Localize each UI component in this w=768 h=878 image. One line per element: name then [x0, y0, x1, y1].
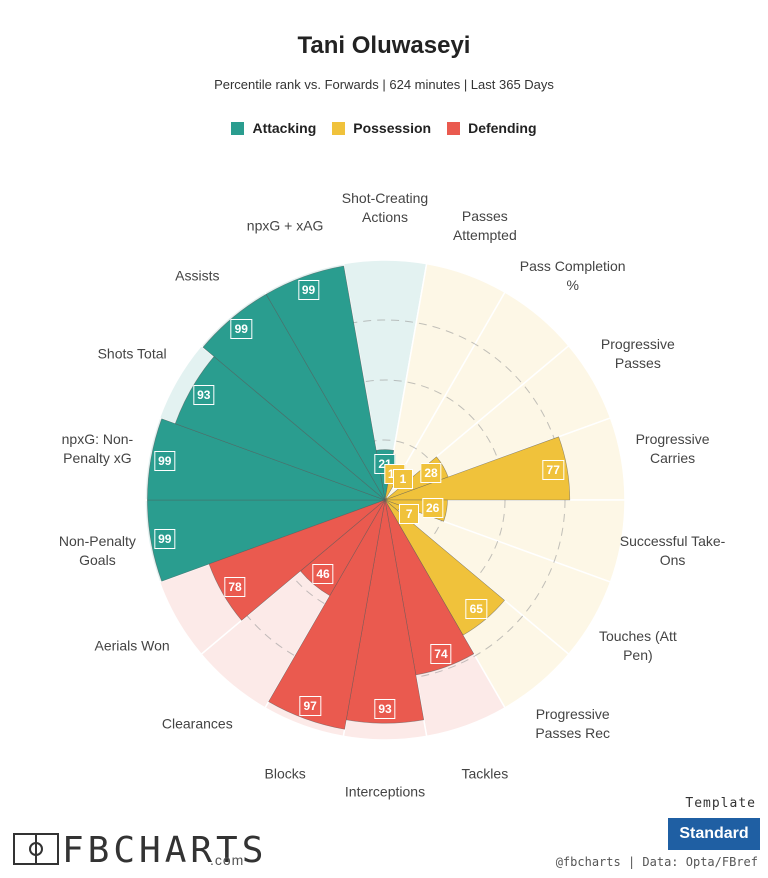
value-label: 78: [224, 576, 246, 597]
value-label: 65: [465, 598, 487, 619]
legend-label: Attacking: [252, 120, 317, 136]
value-label: 46: [312, 563, 334, 584]
category-label: Progressive Passes Rec: [535, 705, 611, 741]
slice-bar: [208, 499, 386, 621]
category-label: Progressive Passes: [600, 336, 675, 371]
legend-label: Defending: [468, 120, 537, 136]
category-label: Clearances: [161, 715, 233, 732]
category-label: Pass Completion %: [519, 258, 626, 294]
value-label: 74: [430, 643, 452, 664]
value-label: 77: [542, 460, 564, 481]
slice-bar: [265, 265, 386, 501]
category-label: Touches (Att Pen): [598, 628, 677, 663]
category-label: Tackles: [461, 765, 509, 782]
legend-item: Attacking: [231, 120, 316, 136]
slice-bar: [268, 499, 386, 730]
category-label: Passes Attempted: [452, 207, 517, 243]
category-label: npxG + xAG: [246, 217, 324, 234]
chart-title: Tani Oluwaseyi: [297, 32, 471, 59]
category-label: Successful Take-Ons: [619, 532, 726, 568]
value-label: 28: [420, 463, 442, 484]
slice-bar: [384, 436, 571, 501]
legend-swatch: [332, 121, 346, 135]
category-label: Assists: [175, 267, 220, 284]
value-label: 7: [399, 504, 420, 524]
value-label: 93: [193, 385, 215, 406]
template-button[interactable]: Standard: [668, 818, 760, 850]
chart-subtitle: Percentile rank vs. Forwards | 624 minut…: [214, 77, 554, 92]
legend-swatch: [447, 121, 461, 135]
category-label: npxG: Non-Penalty xG: [61, 431, 134, 467]
category-label: Shots Total: [97, 345, 167, 362]
legend-item: Possession: [332, 120, 431, 136]
category-label: Shot-Creating Actions: [341, 190, 429, 225]
category-label: Blocks: [264, 765, 306, 782]
value-label: 93: [374, 699, 396, 720]
template-label: Template: [685, 796, 756, 811]
legend-label: Possession: [353, 120, 432, 136]
value-label: 26: [421, 498, 444, 519]
category-label: Non-Penalty Goals: [58, 532, 136, 568]
category-label: Aerials Won: [94, 637, 170, 654]
value-label: 99: [154, 528, 176, 549]
credits: @fbcharts | Data: Opta/FBref: [555, 855, 758, 869]
value-label: 1: [392, 468, 413, 489]
value-label: 99: [154, 451, 176, 472]
logo-suffix: .com: [210, 852, 245, 868]
legend: Attacking Possession Defending: [0, 120, 768, 136]
logo-icon: [13, 833, 59, 865]
value-label: 97: [299, 695, 321, 716]
legend-item: Defending: [447, 120, 537, 136]
legend-swatch: [231, 121, 245, 135]
logo: FBCHARTS: [62, 830, 268, 871]
value-label: 99: [297, 279, 320, 300]
value-label: 99: [230, 318, 252, 339]
slice-bar: [147, 418, 386, 501]
category-label: Progressive Carries: [635, 431, 710, 467]
category-label: Interceptions: [344, 783, 426, 800]
